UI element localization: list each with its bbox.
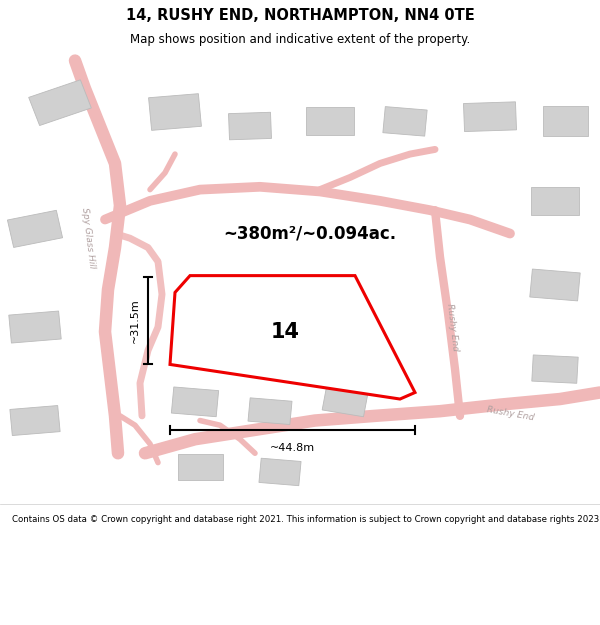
Bar [248,398,292,424]
Bar [383,107,427,136]
Bar [259,458,301,486]
Bar [178,454,223,481]
Bar [149,94,202,131]
Bar [322,387,368,417]
Bar [9,311,61,343]
Bar [306,107,354,136]
Polygon shape [170,276,415,399]
Bar [172,387,218,417]
Text: ~44.8m: ~44.8m [270,443,315,453]
Bar [7,210,62,248]
Text: ~31.5m: ~31.5m [130,299,140,343]
Text: 14, RUSHY END, NORTHAMPTON, NN4 0TE: 14, RUSHY END, NORTHAMPTON, NN4 0TE [125,8,475,23]
Bar [10,406,60,436]
Text: ~380m²/~0.094ac.: ~380m²/~0.094ac. [223,224,397,243]
Bar [463,102,517,131]
Text: Contains OS data © Crown copyright and database right 2021. This information is : Contains OS data © Crown copyright and d… [12,515,600,524]
Bar [531,187,579,215]
Text: Rushy End: Rushy End [485,406,535,422]
Bar [530,269,580,301]
Text: Spy Glass Hill: Spy Glass Hill [80,208,96,269]
Bar [532,355,578,383]
Bar [542,106,587,136]
Bar [29,80,91,126]
Text: Map shows position and indicative extent of the property.: Map shows position and indicative extent… [130,34,470,46]
Text: Rushy End: Rushy End [445,302,460,351]
Text: 14: 14 [271,322,299,342]
Bar [229,112,271,140]
